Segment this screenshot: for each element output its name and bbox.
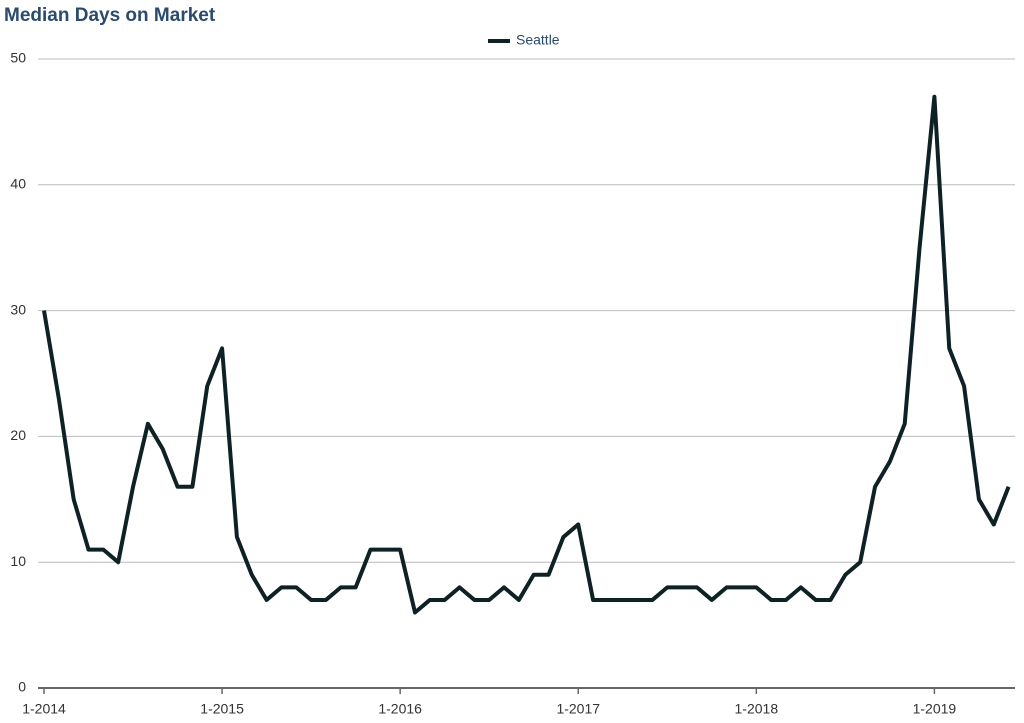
x-tick-label: 1-2016 (378, 701, 422, 717)
x-tick-label: 1-2018 (735, 701, 779, 717)
y-tick-label: 50 (10, 50, 26, 66)
y-tick-label: 20 (10, 427, 26, 443)
line (42, 94, 1011, 615)
y-tick-label: 0 (18, 679, 26, 695)
x-tick-label: 1-2017 (556, 701, 600, 717)
y-tick-label: 30 (10, 301, 26, 317)
y-tick-label: 10 (10, 553, 26, 569)
x-tick-label: 1-2015 (200, 701, 244, 717)
x-tick-label: 1-2014 (22, 701, 66, 717)
y-tick-label: 40 (10, 176, 26, 192)
x-tick-label: 1-2019 (913, 701, 957, 717)
chart-title: Median Days on Market (4, 5, 216, 26)
legend-label: Seattle (516, 32, 560, 48)
